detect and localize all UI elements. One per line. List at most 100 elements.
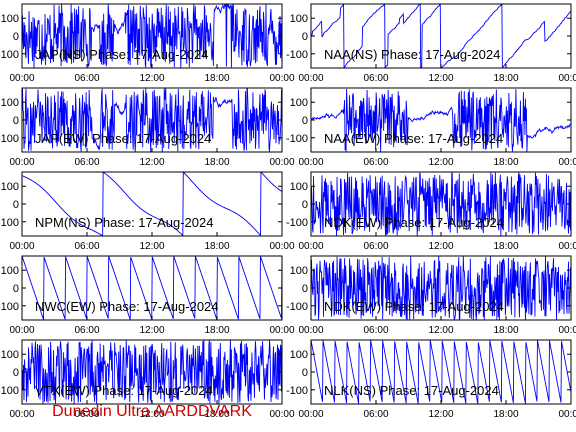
x-tick-label: 00:00 <box>558 241 576 252</box>
x-tick-label: 06:00 <box>363 325 388 336</box>
y-tick-label: 100 <box>290 349 308 361</box>
x-tick-label: 00:00 <box>9 157 34 168</box>
y-tick-label: 0 <box>302 283 308 295</box>
y-tick-label: 100 <box>1 13 19 25</box>
x-tick-label: 00:00 <box>298 73 323 84</box>
y-tick-label: -100 <box>0 385 19 397</box>
y-tick-label: 0 <box>13 115 19 127</box>
x-tick-label: 00:00 <box>558 325 576 336</box>
y-tick-label: 100 <box>1 349 19 361</box>
x-tick-label: 12:00 <box>139 409 164 420</box>
x-tick-label: 00:00 <box>298 409 323 420</box>
y-tick-label: -100 <box>286 301 308 313</box>
x-tick-label: 00:00 <box>269 157 294 168</box>
x-tick-label: 00:00 <box>9 73 34 84</box>
x-tick-label: 18:00 <box>493 241 518 252</box>
phase-panel: 1000-10000:0006:0012:0018:0000:00NDK(EW)… <box>286 171 576 252</box>
phase-series-line <box>311 340 571 404</box>
phase-series-line <box>22 4 282 68</box>
plot-title: JAP(EW) Phase: 17-Aug-2024 <box>35 131 211 146</box>
y-tick-label: -100 <box>0 217 19 229</box>
x-tick-label: 00:00 <box>558 73 576 84</box>
phase-panel: 1000-10000:0006:0012:0018:0000:00VTX(EW)… <box>0 339 295 420</box>
y-tick-label: -100 <box>0 49 19 61</box>
y-tick-label: 100 <box>1 265 19 277</box>
x-tick-label: 12:00 <box>428 157 453 168</box>
x-tick-label: 12:00 <box>428 409 453 420</box>
plot-title: JAP(NS) Phase: 17-Aug-2024 <box>35 47 208 62</box>
plot-title: NDK(EW) Phase: 17-Aug-2024 <box>324 299 504 314</box>
x-tick-label: 18:00 <box>204 409 229 420</box>
x-tick-label: 00:00 <box>298 325 323 336</box>
phase-panel: 1000-10000:0006:0012:0018:0000:00NWC(EW)… <box>0 255 295 336</box>
phase-panel: 1000-10000:0006:0012:0018:0000:00NAA(NS)… <box>286 3 576 84</box>
y-tick-label: 0 <box>13 367 19 379</box>
y-tick-label: -100 <box>286 133 308 145</box>
x-tick-label: 00:00 <box>9 409 34 420</box>
y-tick-label: 0 <box>13 199 19 211</box>
x-tick-label: 06:00 <box>363 409 388 420</box>
y-tick-label: -100 <box>286 385 308 397</box>
y-tick-label: 100 <box>290 97 308 109</box>
y-tick-label: 0 <box>302 367 308 379</box>
x-tick-label: 06:00 <box>74 157 99 168</box>
plot-title: NAA(EW) Phase: 17-Aug-2024 <box>324 131 503 146</box>
phase-panel: 1000-10000:0006:0012:0018:0000:00NLK(NS)… <box>286 339 576 420</box>
x-tick-label: 06:00 <box>363 73 388 84</box>
x-tick-label: 00:00 <box>558 409 576 420</box>
plot-title: NDK(EW) Phase: 17-Aug-2024 <box>324 215 504 230</box>
phase-series-line <box>22 172 282 236</box>
plot-title: NLK(NS) Phase: 17-Aug-2024 <box>324 383 499 398</box>
x-tick-label: 00:00 <box>298 157 323 168</box>
y-tick-label: 0 <box>302 31 308 43</box>
x-tick-label: 18:00 <box>204 325 229 336</box>
x-tick-label: 00:00 <box>269 325 294 336</box>
y-tick-label: 100 <box>1 181 19 193</box>
x-tick-label: 12:00 <box>139 325 164 336</box>
phase-series-line <box>311 172 571 236</box>
x-tick-label: 18:00 <box>204 241 229 252</box>
x-tick-label: 12:00 <box>139 157 164 168</box>
plot-title: NAA(NS) Phase: 17-Aug-2024 <box>324 47 500 62</box>
footer-text: Dunedin Ultra AARDDVARK <box>52 403 252 420</box>
x-tick-label: 00:00 <box>298 241 323 252</box>
x-tick-label: 00:00 <box>269 73 294 84</box>
phase-series-line <box>311 256 571 320</box>
x-tick-label: 00:00 <box>9 325 34 336</box>
x-tick-label: 00:00 <box>269 241 294 252</box>
phase-panel: 1000-10000:0006:0012:0018:0000:00NAA(EW)… <box>286 87 576 168</box>
plot-title: NWC(EW) Phase: 17-Aug-2024 <box>35 299 219 314</box>
x-tick-label: 18:00 <box>493 73 518 84</box>
x-tick-label: 12:00 <box>428 73 453 84</box>
y-tick-label: 100 <box>290 13 308 25</box>
x-tick-label: 12:00 <box>139 241 164 252</box>
y-tick-label: 100 <box>1 97 19 109</box>
y-tick-label: 100 <box>290 181 308 193</box>
y-tick-label: 0 <box>13 31 19 43</box>
phase-panel: 1000-10000:0006:0012:0018:0000:00JAP(EW)… <box>0 87 295 168</box>
x-tick-label: 00:00 <box>558 157 576 168</box>
footer-station-label: Dunedin Ultra AARDDVARK <box>0 403 576 421</box>
y-tick-label: -100 <box>0 301 19 313</box>
x-tick-label: 00:00 <box>9 241 34 252</box>
x-tick-label: 12:00 <box>428 325 453 336</box>
y-tick-label: 0 <box>13 283 19 295</box>
phase-panel: 1000-10000:0006:0012:0018:0000:00NPM(NS)… <box>0 171 295 252</box>
x-tick-label: 12:00 <box>428 241 453 252</box>
x-tick-label: 18:00 <box>493 325 518 336</box>
x-tick-label: 06:00 <box>74 409 99 420</box>
y-tick-label: -100 <box>286 217 308 229</box>
x-tick-label: 18:00 <box>204 157 229 168</box>
phase-panel: 1000-10000:0006:0012:0018:0000:00NDK(EW)… <box>286 255 576 336</box>
y-tick-label: 100 <box>290 265 308 277</box>
plot-title: VTX(EW) Phase: 17-Aug-2024 <box>35 383 213 398</box>
x-tick-label: 18:00 <box>493 157 518 168</box>
x-tick-label: 06:00 <box>74 325 99 336</box>
phase-series-line <box>22 340 282 404</box>
phase-series-line <box>22 88 282 152</box>
phase-panel: 1000-10000:0006:0012:0018:0000:00JAP(NS)… <box>0 3 295 84</box>
phase-series-line <box>22 256 282 320</box>
x-tick-label: 06:00 <box>363 157 388 168</box>
x-tick-label: 06:00 <box>74 241 99 252</box>
